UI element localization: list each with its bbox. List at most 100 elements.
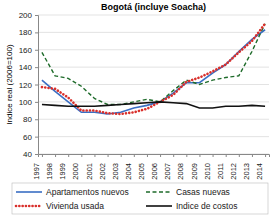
x-tick: 2000 bbox=[71, 154, 81, 180]
x-tick-label: 1998 bbox=[45, 163, 54, 180]
x-tick-mark bbox=[68, 154, 69, 157]
x-tick: 1998 bbox=[45, 154, 55, 180]
grid-line bbox=[38, 15, 269, 16]
y-tick: 40 bbox=[23, 150, 38, 159]
y-tick: 200 bbox=[19, 11, 38, 20]
x-tick: 2011 bbox=[216, 154, 226, 179]
y-tick: 60 bbox=[23, 133, 38, 142]
legend-item: Indice de costos bbox=[146, 201, 237, 211]
y-tick-label: 60 bbox=[23, 133, 32, 142]
legend-key bbox=[146, 205, 172, 207]
y-tick: 80 bbox=[23, 115, 38, 124]
legend-key bbox=[146, 191, 172, 192]
x-tick-mark bbox=[160, 154, 161, 157]
x-tick: 2003 bbox=[111, 154, 121, 180]
y-tick: 140 bbox=[19, 63, 38, 72]
x-tick-label: 2012 bbox=[229, 163, 238, 180]
x-tick: 2007 bbox=[163, 154, 173, 180]
legend-frame bbox=[12, 183, 268, 214]
x-tick: 2014 bbox=[255, 154, 265, 180]
x-tick: 2002 bbox=[98, 154, 108, 180]
legend-key bbox=[16, 191, 42, 193]
x-tick-label: 2002 bbox=[98, 163, 107, 180]
x-tick: 1997 bbox=[32, 154, 42, 180]
plot-area: 40 60 80 100 120 140 160 180 200 1997 1998 1999 2000… bbox=[19, 11, 270, 180]
y-axis: 40 60 80 100 120 140 160 180 200 bbox=[19, 11, 39, 159]
series-line bbox=[42, 24, 265, 114]
x-axis-line bbox=[39, 155, 270, 158]
y-tick-mark bbox=[35, 119, 38, 120]
x-tick-label: 1997 bbox=[32, 163, 41, 180]
y-tick-mark bbox=[35, 67, 38, 68]
x-tick: 2006 bbox=[150, 154, 160, 180]
x-tick-label: 2006 bbox=[150, 163, 159, 180]
x-tick-label: 2000 bbox=[71, 163, 80, 180]
x-tick-mark bbox=[199, 154, 200, 157]
x-tick-mark bbox=[134, 154, 135, 157]
legend: Apartamentos nuevos Casas nuevas Vivienda … bbox=[12, 183, 268, 214]
x-tick-label: 2005 bbox=[137, 163, 146, 180]
x-tick-mark bbox=[239, 154, 240, 157]
x-tick-label: 2010 bbox=[203, 163, 212, 180]
x-tick-mark bbox=[252, 154, 253, 157]
legend-label: Vivienda usada bbox=[46, 201, 104, 211]
y-tick-label: 80 bbox=[23, 115, 32, 124]
x-tick: 2009 bbox=[190, 154, 200, 180]
x-tick-label: 2013 bbox=[242, 163, 251, 180]
y-tick-label: 180 bbox=[19, 28, 33, 37]
x-tick: 2008 bbox=[176, 154, 186, 180]
x-tick-mark bbox=[173, 154, 174, 157]
x-tick-mark bbox=[147, 154, 148, 157]
x-tick: 1999 bbox=[58, 154, 68, 180]
legend-item: Apartamentos nuevos bbox=[16, 187, 129, 197]
legend-label: Apartamentos nuevos bbox=[46, 187, 129, 197]
y-axis-line bbox=[35, 16, 39, 155]
series-line bbox=[42, 24, 265, 105]
grid-line bbox=[38, 119, 269, 120]
x-tick: 2012 bbox=[229, 154, 239, 180]
x-axis: 1997 1998 1999 2000 2001 2002 20032004 2005 2006… bbox=[32, 154, 269, 180]
legend-label: Casas nuevas bbox=[176, 187, 230, 197]
x-tick-label: 1999 bbox=[58, 163, 67, 180]
y-tick-label: 140 bbox=[19, 63, 33, 72]
x-tick-mark bbox=[108, 154, 109, 157]
y-tick-label: 120 bbox=[19, 81, 33, 90]
y-tick: 100 bbox=[19, 98, 38, 107]
y-tick-mark bbox=[35, 154, 38, 155]
grid-line bbox=[38, 32, 269, 33]
y-tick-mark bbox=[35, 32, 38, 33]
legend-key bbox=[16, 205, 42, 208]
x-tick-label: 2008 bbox=[176, 163, 185, 180]
y-tick-label: 200 bbox=[19, 11, 33, 20]
x-tick-label: 2009 bbox=[190, 163, 199, 180]
legend-item: Vivienda usada bbox=[16, 201, 104, 211]
y-tick-label: 100 bbox=[19, 98, 33, 107]
series-line bbox=[42, 30, 265, 114]
x-tick-label: 2004 bbox=[124, 163, 133, 180]
legend-item: Casas nuevas bbox=[146, 187, 230, 197]
y-tick: 160 bbox=[19, 46, 38, 55]
grid-line bbox=[38, 49, 269, 50]
x-tick: 2004 bbox=[124, 154, 134, 180]
grid bbox=[38, 15, 269, 154]
grid-line bbox=[38, 84, 269, 85]
x-tick-mark bbox=[226, 154, 227, 157]
x-tick-mark bbox=[186, 154, 187, 157]
chart-svg: 40 60 80 100 120 140 160 180 200 1997 1998 1999 2000… bbox=[0, 0, 275, 216]
grid-line bbox=[38, 136, 269, 137]
grid-line bbox=[38, 67, 269, 68]
x-tick-label: 2001 bbox=[85, 163, 94, 180]
x-tick: 2001 bbox=[85, 154, 95, 180]
y-tick-label: 40 bbox=[23, 150, 32, 159]
title: Bogotá (incluye Soacha) bbox=[101, 2, 206, 12]
x-tick: 2005 bbox=[137, 154, 147, 180]
y-tick-mark bbox=[35, 50, 38, 51]
series-line bbox=[42, 102, 265, 108]
x-tick-label: 2007 bbox=[163, 163, 172, 180]
x-tick-mark bbox=[42, 154, 43, 157]
x-tick: 2013 bbox=[242, 154, 252, 180]
x-tick-mark bbox=[213, 154, 214, 157]
y-tick: 180 bbox=[19, 28, 38, 37]
y-axis-title: Indice real (2006=100) bbox=[5, 44, 14, 125]
x-tick-mark bbox=[265, 154, 266, 157]
